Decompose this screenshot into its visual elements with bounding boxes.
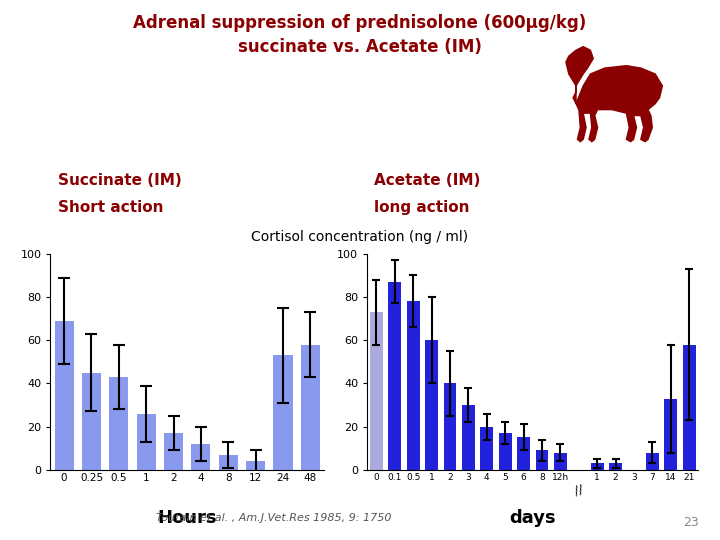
Text: Cortisol concentration (ng / ml): Cortisol concentration (ng / ml) [251, 230, 469, 244]
Text: Succinate (IM): Succinate (IM) [58, 173, 181, 188]
Bar [444, 383, 456, 470]
Bar [665, 399, 678, 470]
Text: Short action: Short action [58, 200, 163, 215]
Text: Hours: Hours [158, 509, 217, 526]
Bar [554, 453, 567, 470]
Bar [499, 433, 512, 470]
Bar [536, 450, 549, 470]
Bar [137, 414, 156, 470]
Bar [517, 437, 530, 470]
Bar [609, 463, 622, 470]
Bar [274, 355, 292, 470]
Text: //: // [573, 483, 585, 497]
Bar [370, 312, 383, 470]
Bar [301, 345, 320, 470]
Bar [425, 340, 438, 470]
Bar [219, 455, 238, 470]
Text: days: days [510, 509, 556, 526]
Bar [646, 453, 659, 470]
Bar [590, 463, 603, 470]
Bar [683, 345, 696, 470]
Bar [55, 321, 73, 470]
Bar [164, 433, 183, 470]
Bar [82, 373, 101, 470]
Text: Acetate (IM): Acetate (IM) [374, 173, 481, 188]
Text: 23: 23 [683, 516, 698, 529]
Bar [109, 377, 128, 470]
Bar [192, 444, 210, 470]
Text: long action: long action [374, 200, 470, 215]
Bar [462, 405, 475, 470]
Text: Toutain et al. , Am.J.Vet.Res 1985, 9: 1750: Toutain et al. , Am.J.Vet.Res 1985, 9: 1… [156, 513, 392, 523]
Bar [388, 282, 401, 470]
Bar [407, 301, 420, 470]
Bar [480, 427, 493, 470]
Polygon shape [566, 46, 662, 141]
Text: Adrenal suppression of prednisolone (600μg/kg)
succinate vs. Acetate (IM): Adrenal suppression of prednisolone (600… [133, 14, 587, 57]
Bar [246, 461, 265, 470]
